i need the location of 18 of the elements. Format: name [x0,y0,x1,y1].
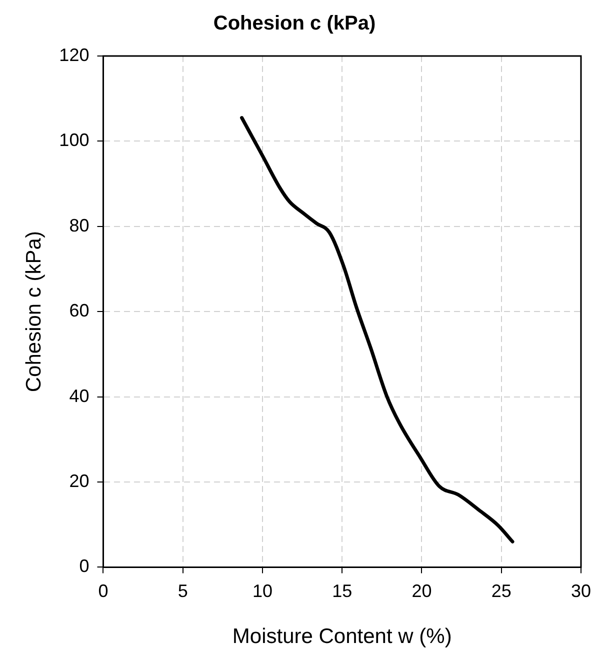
y-tick-label: 20 [69,470,90,491]
y-tick-label: 120 [59,44,90,65]
y-tick-label: 40 [69,386,90,406]
x-axis-title: Moisture Content w (%) [232,625,452,648]
y-tick-label: 0 [79,556,90,576]
y-tick-label: 100 [59,130,90,150]
x-tick-label: 20 [412,580,432,601]
x-tick-label: 5 [178,580,188,601]
y-tick-label: 60 [69,300,90,321]
x-tick-label: 15 [332,580,352,601]
y-tick-label: 80 [69,215,90,236]
line-series [240,116,514,544]
x-tick-label: 30 [570,580,592,601]
y-axis-title: Cohesion c (kPa) [22,231,46,392]
x-tick-label: 0 [98,580,108,601]
x-tick-label: 10 [252,580,272,601]
x-tick-label: 25 [491,580,512,601]
chart-title: Cohesion c (kPa) [213,12,376,35]
